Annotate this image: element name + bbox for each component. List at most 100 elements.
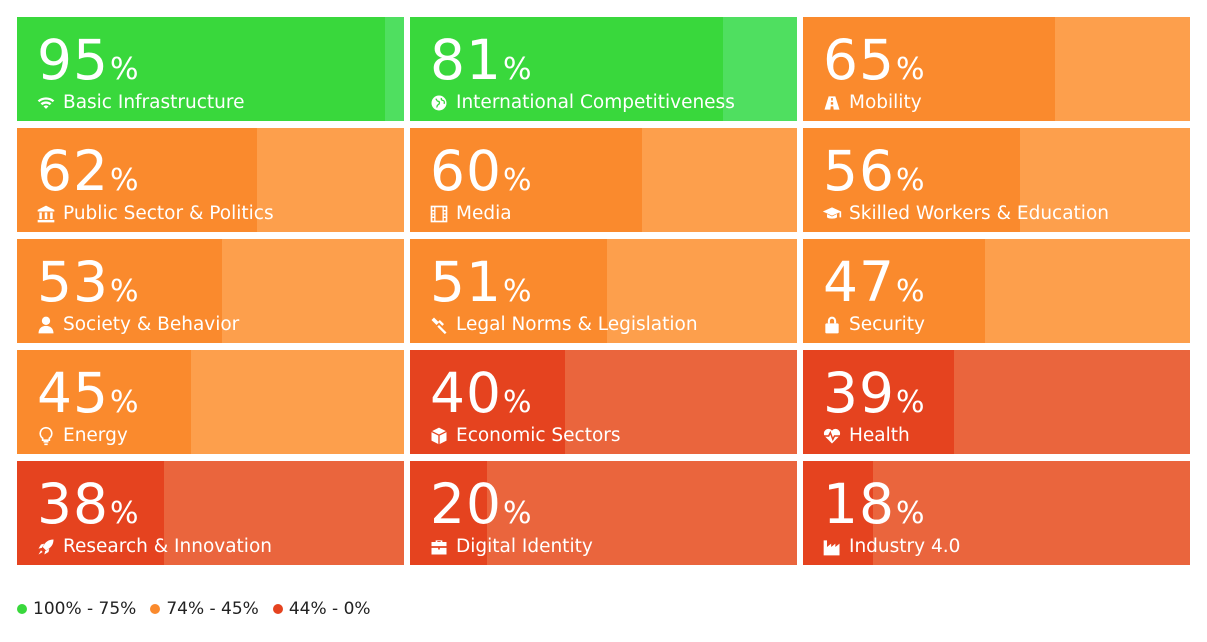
score-value: 38% [37,469,139,549]
percent-sign: % [503,274,532,309]
score-value: 47% [823,247,925,327]
lightbulb-icon [39,426,53,446]
legend: 100% - 75% 74% - 45% 44% - 0% [17,597,385,621]
score-tile: 20% Digital Identity [410,461,797,565]
score-label: Mobility [821,90,922,116]
score-label-text: Society & Behavior [63,314,240,335]
score-label: Basic Infrastructure [35,90,244,116]
score-number: 39 [823,361,895,425]
score-value: 65% [823,25,925,105]
score-label: Skilled Workers & Education [821,201,1109,227]
score-label-text: Skilled Workers & Education [849,203,1109,224]
score-bar-fill [410,461,488,565]
score-label-text: Public Sector & Politics [63,203,274,224]
percent-sign: % [896,52,925,87]
score-tile: 65% Mobility [803,17,1190,121]
score-number: 60 [430,139,502,203]
score-label-text: Economic Sectors [456,425,621,446]
score-number: 45 [37,361,109,425]
score-tile: 51% Legal Norms & Legislation [410,239,797,343]
percent-sign: % [110,385,139,420]
score-number: 95 [37,28,109,92]
percent-sign: % [896,163,925,198]
score-bar-fill [410,128,643,232]
score-tile: 60% Media [410,128,797,232]
score-bar-fill [410,17,724,121]
score-label-text: Energy [63,425,128,446]
score-label-text: Research & Innovation [63,536,272,557]
score-bar-fill [17,17,385,121]
percent-sign: % [503,496,532,531]
score-label: Research & Innovation [35,534,272,560]
score-tile: 56% Skilled Workers & Education [803,128,1190,232]
score-tile: 39% Health [803,350,1190,454]
score-bar-fill [803,128,1020,232]
legend-dot [272,604,283,614]
score-label-text: Digital Identity [456,536,593,557]
score-label-text: Basic Infrastructure [63,92,245,113]
road-icon [824,96,840,110]
score-number: 38 [37,472,109,536]
score-label: Digital Identity [428,534,593,560]
score-label: Industry 4.0 [821,534,960,560]
percent-sign: % [896,274,925,309]
score-bar-fill [410,239,608,343]
score-bar-fill [17,128,257,232]
percent-sign: % [896,496,925,531]
score-value: 81% [430,25,532,105]
score-label: Society & Behavior [35,312,239,338]
legend-item: 44% - 0% [272,599,371,619]
score-label: Legal Norms & Legislation [428,312,698,338]
cube-icon [431,427,447,445]
score-label: Economic Sectors [428,423,621,449]
score-value: 39% [823,358,925,438]
score-value: 40% [430,358,532,438]
score-value: 60% [430,136,532,216]
score-number: 65 [823,28,895,92]
score-tile: 62% Public Sector & Politics [17,128,404,232]
score-label: Media [428,201,512,227]
score-value: 51% [430,247,532,327]
industry-icon [823,540,840,556]
legend-item: 74% - 45% [150,599,259,619]
score-bar-fill [803,17,1055,121]
score-label-text: Legal Norms & Legislation [456,314,698,335]
score-value: 18% [823,469,925,549]
score-tile: 18% Industry 4.0 [803,461,1190,565]
score-value: 62% [37,136,139,216]
heartbeat-icon [823,428,841,444]
percent-sign: % [110,496,139,531]
score-label-text: Media [456,203,512,224]
lock-icon [825,316,839,334]
bank-icon [37,205,55,223]
score-label-text: Mobility [849,92,922,113]
score-tile: 47% Security [803,239,1190,343]
score-number: 47 [823,250,895,314]
score-tile: 38% Research & Innovation [17,461,404,565]
wifi-icon [37,97,55,109]
score-bar-fill [17,239,223,343]
score-value: 95% [37,25,139,105]
score-number: 18 [823,472,895,536]
score-tile: 95% Basic Infrastructure [17,17,404,121]
legend-item: 100% - 75% [17,599,136,619]
legend-label: 74% - 45% [166,599,259,619]
score-label-text: Industry 4.0 [849,536,961,557]
score-tile: 45% Energy [17,350,404,454]
briefcase-icon [431,540,447,555]
score-label-text: Health [849,425,910,446]
legend-label: 44% - 0% [288,599,371,619]
score-label: Security [821,312,925,338]
score-label: Health [821,423,910,449]
score-value: 53% [37,247,139,327]
film-icon [430,205,448,223]
score-value: 45% [37,358,139,438]
score-label: Energy [35,423,128,449]
score-number: 56 [823,139,895,203]
gavel-icon [431,317,447,335]
percent-sign: % [503,52,532,87]
score-number: 40 [430,361,502,425]
score-tile: 53% Society & Behavior [17,239,404,343]
legend-dot [17,604,27,614]
score-number: 62 [37,139,109,203]
